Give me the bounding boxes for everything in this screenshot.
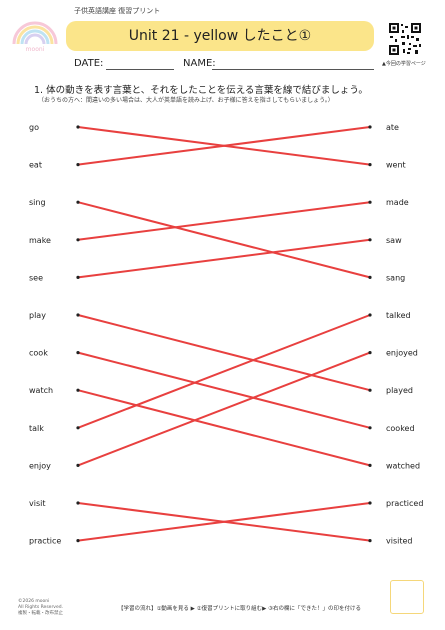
left-dot[interactable] <box>76 275 80 279</box>
copyright-line: ©2026 mooni <box>18 599 50 604</box>
right-dot[interactable] <box>368 426 372 430</box>
answer-line <box>77 201 371 279</box>
left-dot[interactable] <box>76 200 80 204</box>
left-word: enjoy <box>29 461 51 470</box>
logo-text: mooni <box>26 46 45 53</box>
left-word: talk <box>29 424 44 433</box>
right-word: sang <box>386 273 405 282</box>
copyright-line: All Rights Reserved. <box>18 605 64 610</box>
left-dot[interactable] <box>76 238 80 242</box>
right-dot[interactable] <box>368 238 372 242</box>
left-word: cook <box>29 349 48 358</box>
copyright-line: 複製・転載・改布禁止 <box>18 611 63 616</box>
right-word: went <box>386 161 406 170</box>
title-banner <box>66 21 374 51</box>
right-dot[interactable] <box>368 501 372 505</box>
right-dot[interactable] <box>368 313 372 317</box>
right-word: visited <box>386 537 412 546</box>
left-dot[interactable] <box>76 501 80 505</box>
page-title: Unit 21 - yellow したこと① <box>128 28 312 44</box>
answer-line <box>77 238 371 279</box>
left-dot[interactable] <box>76 351 80 355</box>
right-dot[interactable] <box>368 163 372 167</box>
left-dot[interactable] <box>76 125 80 129</box>
right-word: saw <box>386 236 402 245</box>
answer-line <box>77 126 371 166</box>
name-label: NAME: <box>183 58 216 69</box>
left-dot[interactable] <box>76 163 80 167</box>
qr-code-icon[interactable] <box>388 22 422 56</box>
right-dot[interactable] <box>368 125 372 129</box>
name-field[interactable] <box>212 69 374 70</box>
left-word: see <box>29 273 43 282</box>
right-word: talked <box>386 311 411 320</box>
left-dot[interactable] <box>76 313 80 317</box>
qr-caption: ▲今回の学習ページ <box>382 61 426 67</box>
right-word: ate <box>386 123 399 132</box>
parent-note: （おうちの方へ：間違いの多い場合は、大人が英単語を読み上げ、お子様に答えを指さし… <box>38 97 334 104</box>
left-word: visit <box>29 499 45 508</box>
copyright: ©2026 mooni All Rights Reserved. 複製・転載・改… <box>18 599 63 617</box>
left-word: watch <box>29 386 53 395</box>
left-dot[interactable] <box>76 539 80 543</box>
learning-flow: 【学習の流れ】①動画を見る ▶ ②復習プリントに取り組む▶ ③右の欄に「できた！… <box>118 606 361 612</box>
left-word: eat <box>29 161 42 170</box>
left-dot[interactable] <box>76 426 80 430</box>
right-dot[interactable] <box>368 539 372 543</box>
right-word: practiced <box>386 499 423 508</box>
instruction-text: 1. 体の動きを表す言葉と、それをしたことを伝える言葉を線で結びましょう。 <box>34 85 368 96</box>
answer-line <box>77 351 371 467</box>
answer-line <box>77 502 371 542</box>
right-dot[interactable] <box>368 200 372 204</box>
left-word: make <box>29 236 51 245</box>
answer-lines <box>77 126 371 542</box>
left-word: practice <box>29 537 61 546</box>
answer-line <box>77 351 371 429</box>
right-dot[interactable] <box>368 463 372 467</box>
left-dot[interactable] <box>76 388 80 392</box>
right-dot[interactable] <box>368 275 372 279</box>
left-dot[interactable] <box>76 463 80 467</box>
done-check-box[interactable] <box>390 580 424 614</box>
answer-line <box>77 389 371 467</box>
right-word: cooked <box>386 424 415 433</box>
mooni-logo: mooni <box>12 21 58 53</box>
right-dot[interactable] <box>368 351 372 355</box>
date-field[interactable] <box>106 69 174 70</box>
date-label: DATE: <box>74 58 104 69</box>
answer-line <box>77 314 371 392</box>
right-word: enjoyed <box>386 349 418 358</box>
left-word: go <box>29 123 39 132</box>
answer-line <box>77 314 371 429</box>
left-word: sing <box>29 198 46 207</box>
right-dot[interactable] <box>368 388 372 392</box>
answer-line <box>77 201 371 241</box>
left-word: play <box>29 311 46 320</box>
right-word: played <box>386 386 413 395</box>
right-word: made <box>386 198 409 207</box>
right-word: watched <box>386 461 420 470</box>
course-name: 子供英語講座 復習プリント <box>74 7 161 15</box>
